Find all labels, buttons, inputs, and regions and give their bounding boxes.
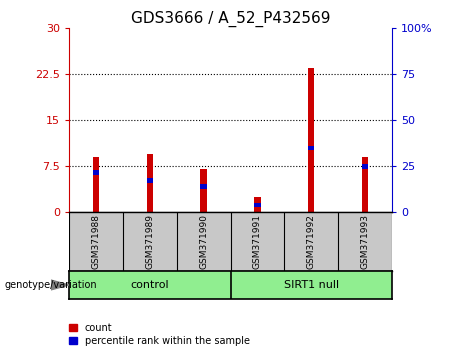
Bar bbox=[308, 146, 314, 150]
Title: GDS3666 / A_52_P432569: GDS3666 / A_52_P432569 bbox=[131, 11, 330, 27]
Bar bbox=[362, 164, 368, 169]
Bar bbox=[93, 170, 99, 175]
Polygon shape bbox=[51, 280, 69, 290]
Text: GSM371991: GSM371991 bbox=[253, 214, 262, 269]
Bar bbox=[147, 178, 153, 183]
Bar bbox=[308, 68, 314, 212]
Text: GSM371988: GSM371988 bbox=[92, 214, 100, 269]
Text: GSM371992: GSM371992 bbox=[307, 214, 316, 269]
Legend: count, percentile rank within the sample: count, percentile rank within the sample bbox=[70, 323, 250, 346]
Bar bbox=[362, 157, 368, 212]
Bar bbox=[254, 197, 260, 212]
Bar bbox=[201, 184, 207, 189]
Bar bbox=[93, 157, 99, 212]
Bar bbox=[147, 154, 153, 212]
Text: genotype/variation: genotype/variation bbox=[5, 280, 97, 290]
Bar bbox=[201, 170, 207, 212]
Text: SIRT1 null: SIRT1 null bbox=[284, 280, 339, 290]
Text: GSM371990: GSM371990 bbox=[199, 214, 208, 269]
Text: control: control bbox=[130, 280, 169, 290]
Text: GSM371993: GSM371993 bbox=[361, 214, 369, 269]
Bar bbox=[254, 203, 260, 207]
Text: GSM371989: GSM371989 bbox=[145, 214, 154, 269]
